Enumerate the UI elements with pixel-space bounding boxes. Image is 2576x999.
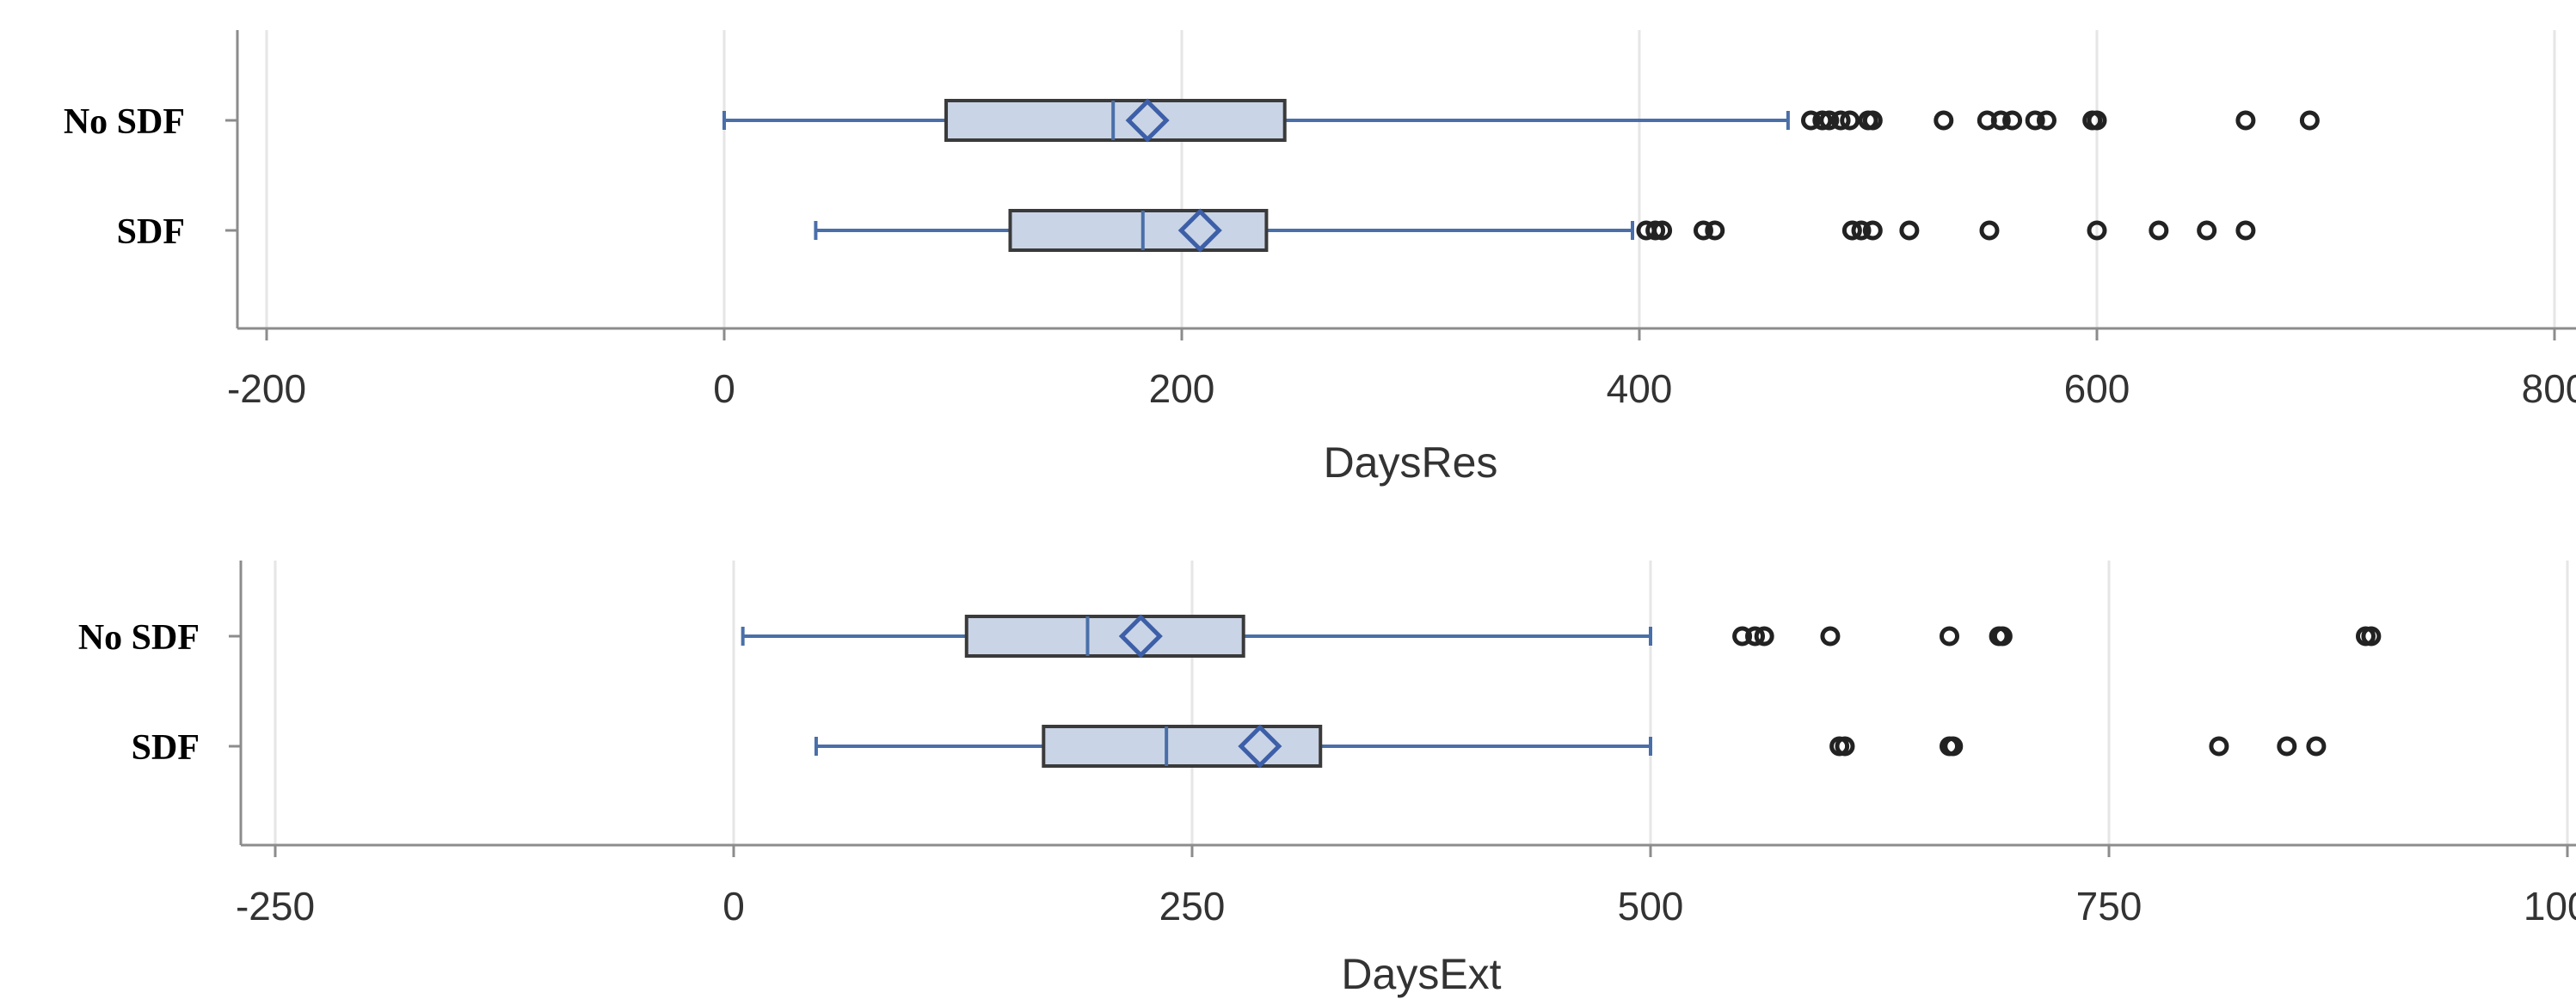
outlier-point bbox=[1693, 220, 1713, 241]
outlier-point bbox=[2299, 110, 2320, 131]
outlier-point bbox=[1979, 220, 2000, 241]
category-label: No SDF bbox=[78, 618, 200, 658]
outlier-point bbox=[1754, 626, 1774, 647]
outlier-point bbox=[2235, 220, 2256, 241]
outlier-point bbox=[2209, 736, 2229, 757]
outlier-point bbox=[2149, 220, 2169, 241]
outlier-point bbox=[1840, 110, 1860, 131]
outlier-point bbox=[1830, 110, 1851, 131]
x-tick-label: 600 bbox=[2064, 366, 2130, 411]
category-label: No SDF bbox=[64, 102, 185, 142]
category-label: SDF bbox=[117, 212, 185, 252]
outlier-point bbox=[2087, 220, 2107, 241]
outlier-point bbox=[1652, 220, 1673, 241]
outlier-point bbox=[2277, 736, 2297, 757]
outlier-point bbox=[2002, 110, 2023, 131]
outlier-point bbox=[1835, 736, 1855, 757]
outlier-point bbox=[1851, 220, 1872, 241]
x-tick-label: 750 bbox=[2076, 884, 2143, 929]
outlier-point bbox=[1745, 626, 1766, 647]
outlier-point bbox=[1819, 110, 1840, 131]
outlier-point bbox=[1812, 110, 1833, 131]
mean-marker bbox=[1118, 614, 1163, 659]
x-tick-label: 200 bbox=[1149, 366, 1215, 411]
outlier-point bbox=[2306, 736, 2327, 757]
x-tick-label: 1000 bbox=[2524, 884, 2576, 929]
outlier-point bbox=[2361, 626, 2382, 647]
x-tick-label: -200 bbox=[227, 366, 306, 411]
box-series-sdf: SDF bbox=[117, 208, 2256, 253]
x-tick-label: 0 bbox=[722, 884, 745, 929]
outlier-point bbox=[1934, 110, 1954, 131]
outlier-point bbox=[1862, 110, 1883, 131]
box-iqr bbox=[964, 615, 1245, 658]
category-label: SDF bbox=[132, 728, 200, 768]
outlier-point bbox=[2036, 110, 2056, 131]
mean-marker bbox=[1238, 724, 1282, 769]
outlier-point bbox=[1820, 626, 1841, 647]
x-tick-label: 800 bbox=[2522, 366, 2576, 411]
box-iqr bbox=[944, 99, 1287, 142]
outlier-point bbox=[1990, 110, 2011, 131]
outlier-point bbox=[2197, 220, 2217, 241]
outlier-point bbox=[1862, 220, 1883, 241]
outlier-point bbox=[1801, 110, 1821, 131]
outlier-point bbox=[1841, 220, 1862, 241]
outlier-point bbox=[1943, 736, 1964, 757]
box-iqr bbox=[1008, 209, 1269, 252]
x-tick-label: 500 bbox=[1618, 884, 1684, 929]
box-iqr bbox=[1042, 725, 1323, 768]
x-tick-label: -250 bbox=[236, 884, 315, 929]
mean-marker bbox=[1125, 98, 1170, 143]
box-series-sdf: SDF bbox=[132, 724, 2327, 769]
outlier-point bbox=[1992, 626, 2013, 647]
outlier-point bbox=[2087, 110, 2107, 131]
outlier-point bbox=[2025, 110, 2045, 131]
x-axis-title: DaysRes bbox=[1324, 438, 1498, 487]
outlier-point bbox=[1645, 220, 1666, 241]
outlier-point bbox=[1705, 220, 1725, 241]
box-series-no-sdf: No SDF bbox=[64, 98, 2320, 143]
chart-panel-1: -200 0 200 400 600 800 DaysRes No SDF SDF bbox=[64, 30, 2576, 487]
outlier-point bbox=[1899, 220, 1920, 241]
outlier-point bbox=[1732, 626, 1753, 647]
x-tick-label: 250 bbox=[1159, 884, 1226, 929]
box-series-no-sdf: No SDF bbox=[78, 614, 2382, 659]
x-tick-label: 0 bbox=[713, 366, 735, 411]
x-axis-title: DaysExt bbox=[1341, 950, 1501, 998]
chart-panel-2: -250 0 250 500 750 1000 DaysExt No SDF SDF bbox=[78, 561, 2576, 998]
outlier-point bbox=[1940, 626, 1960, 647]
outlier-point bbox=[2235, 110, 2256, 131]
x-tick-label: 400 bbox=[1607, 366, 1673, 411]
mean-marker bbox=[1177, 208, 1222, 253]
